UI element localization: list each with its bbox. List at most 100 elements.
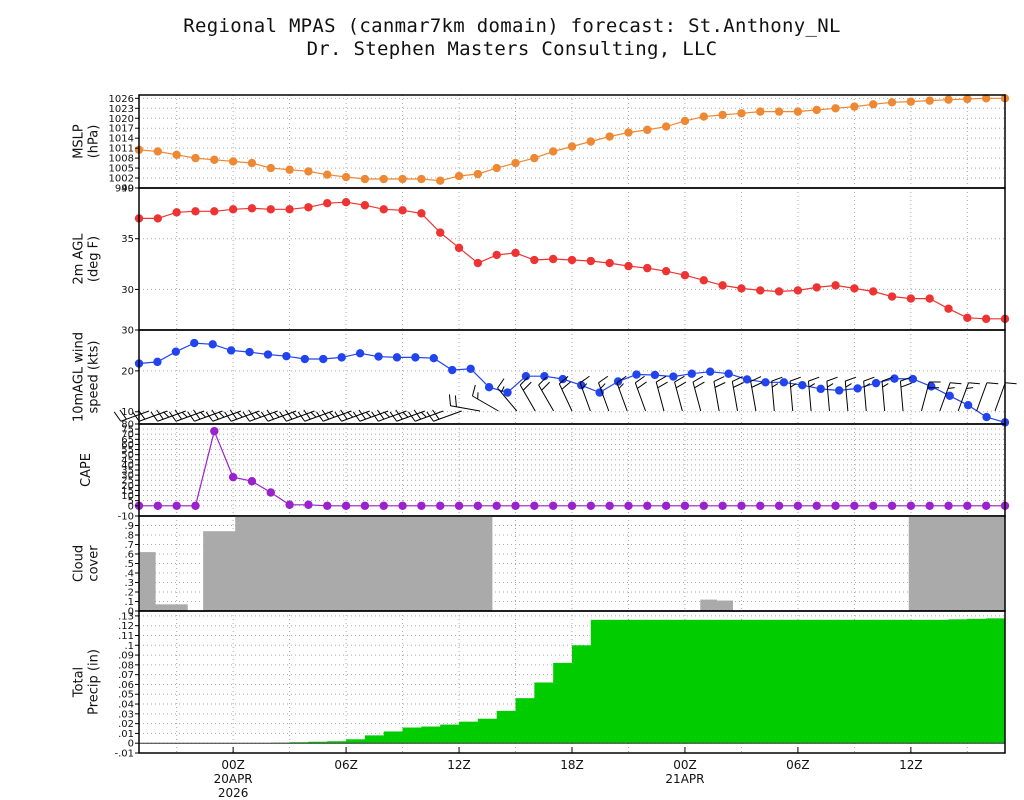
temp-point — [285, 205, 294, 214]
precip-bar — [854, 619, 874, 744]
wind-point — [834, 386, 844, 395]
wind-barb-flag — [500, 386, 505, 393]
wind-barb-flag — [266, 409, 274, 420]
wind-barb — [519, 376, 536, 412]
mslp-point — [624, 128, 633, 137]
wind-barb-staff — [212, 410, 242, 422]
wind-barb-flag — [692, 375, 704, 383]
wind-barb-staff — [359, 410, 389, 422]
cape-point — [718, 501, 727, 510]
wind-barb-staff — [286, 410, 315, 422]
wind-barb-flag — [714, 382, 726, 388]
cloud-bar — [283, 516, 300, 611]
temp-point — [699, 276, 708, 285]
wind-barb-flag — [541, 381, 550, 391]
wind-barb — [242, 409, 278, 422]
wind-barb-flag — [174, 409, 183, 420]
wind-point — [963, 401, 973, 410]
mslp-point — [981, 94, 991, 103]
mslp-point — [530, 153, 539, 163]
y-tick-label: 75 — [121, 425, 134, 436]
wind-point — [208, 340, 217, 349]
mslp-point — [247, 158, 257, 168]
precip-bar — [986, 618, 1005, 744]
y-tick-label: 20 — [121, 366, 134, 377]
y-tick-label: .1 — [124, 597, 134, 608]
wind-point — [484, 383, 494, 392]
mslp-point — [473, 169, 483, 179]
y-tick-label: 30 — [121, 326, 134, 337]
wind-barb-staff — [120, 410, 150, 422]
y-axis-label: MSLP — [72, 124, 87, 159]
wind-barb — [426, 409, 462, 422]
temp-point — [963, 313, 972, 323]
chart-title-line2: Dr. Stephen Masters Consulting, LLC — [307, 38, 718, 60]
wind-point — [503, 388, 512, 397]
wind-barb-flag — [402, 412, 409, 418]
precip-bar — [421, 726, 441, 744]
wind-barb-flag — [413, 409, 422, 420]
wind-barb-flag — [635, 375, 645, 384]
y-tick-label: .12 — [118, 621, 134, 632]
temp-point — [436, 228, 445, 237]
panel-wind: 10 20 30 10mAGL wind speed (kts) — [72, 326, 1017, 427]
wind-barb-flag — [694, 381, 705, 389]
wind-barb-flag — [237, 412, 243, 418]
precip-bar — [383, 731, 404, 744]
wind-barb — [939, 382, 962, 412]
wind-point — [319, 354, 328, 364]
wind-barb — [150, 409, 186, 422]
wind-barb-flag — [808, 383, 815, 388]
cape-point — [398, 501, 407, 510]
y-tick-label: 1017 — [109, 124, 134, 135]
cape-point — [172, 501, 181, 510]
wind-point — [724, 369, 733, 378]
wind-barb — [976, 382, 999, 412]
cloud-bar — [908, 516, 926, 611]
wind-barb — [168, 409, 205, 422]
wind-barb — [994, 382, 1017, 412]
precip-bar — [308, 741, 328, 744]
y-tick-label: .06 — [118, 680, 134, 691]
y-axis-label: (hPa) — [87, 125, 102, 159]
mslp-point — [963, 94, 972, 104]
y-tick-label: 1020 — [109, 114, 134, 125]
wind-barb-staff — [433, 410, 462, 422]
precip-bar — [967, 618, 987, 744]
wind-barb-flag — [733, 382, 744, 388]
precip-bar — [797, 619, 818, 744]
wind-barb-flag — [968, 382, 980, 385]
mslp-point — [887, 98, 897, 107]
wind-barb — [881, 376, 893, 412]
wind-barb-staff — [341, 410, 370, 422]
wind-barb-staff — [322, 410, 352, 422]
wind-barb-flag — [321, 409, 330, 420]
temp-point — [887, 292, 897, 301]
mslp-point — [661, 122, 671, 131]
wind-point — [705, 367, 715, 376]
mslp-point — [191, 153, 200, 163]
temp-point — [360, 201, 370, 210]
panel-cloud: 0.1.2.3.4.5.6.7.8.9 Cloud cover — [72, 515, 1006, 618]
panel-frame — [138, 94, 1006, 189]
cloud-bar — [395, 516, 413, 611]
mslp-point — [680, 116, 690, 126]
cape-point — [417, 501, 426, 510]
temp-point — [454, 243, 464, 253]
y-tick-label: 15 — [121, 486, 134, 497]
wind-point — [263, 350, 273, 359]
y-tick-label: 35 — [121, 234, 134, 245]
precip-bar — [873, 619, 893, 744]
cape-point — [699, 501, 708, 510]
cape-point — [473, 501, 483, 510]
wind-barb — [187, 409, 223, 422]
wind-barb-staff — [194, 410, 223, 422]
cape-point — [304, 500, 313, 509]
precip-bar — [402, 727, 422, 744]
mslp-point — [774, 107, 784, 116]
wind-point — [282, 351, 291, 361]
mslp-point — [304, 167, 313, 176]
temp-point — [643, 263, 652, 273]
wind-barb-staff — [634, 382, 647, 412]
